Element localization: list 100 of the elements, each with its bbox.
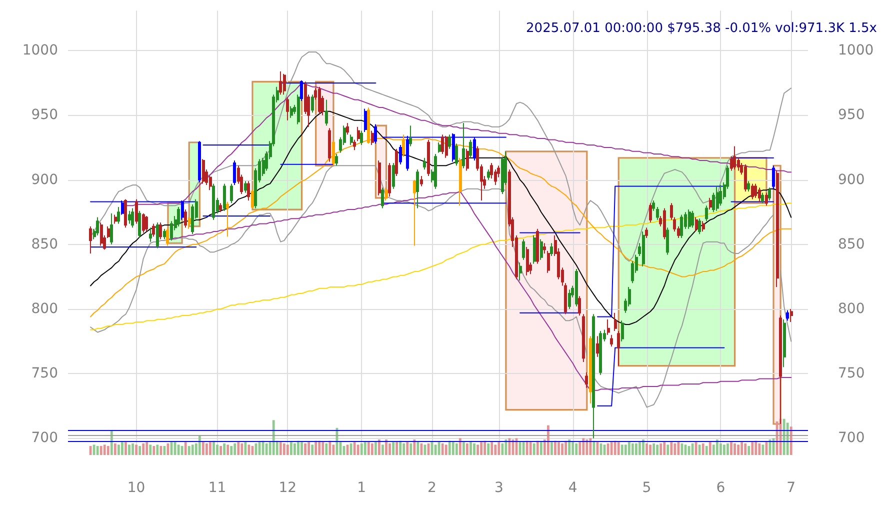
candlestick (159, 222, 162, 240)
line-series (167, 190, 792, 391)
candlestick (163, 228, 166, 240)
x-tick-label: 2 (428, 480, 436, 496)
candlestick (452, 132, 455, 162)
candlestick (223, 183, 226, 212)
candlestick (695, 216, 698, 232)
candlestick (578, 296, 581, 316)
candlestick (188, 216, 191, 230)
candlestick (786, 310, 789, 322)
candlestick (374, 124, 377, 144)
candlestick (279, 70, 282, 96)
candlestick (202, 158, 205, 184)
candlestick (181, 200, 184, 220)
candlestick (688, 209, 691, 230)
candlestick (716, 186, 719, 212)
candlestick (783, 318, 786, 368)
candlestick (744, 164, 747, 192)
y-tick-label: 850 (31, 236, 58, 252)
candlestick (642, 231, 645, 267)
candlestick (776, 170, 779, 288)
candlestick (420, 175, 423, 187)
candlestick (733, 146, 736, 170)
y2-tick-label: 900 (838, 172, 865, 188)
candlestick (462, 122, 465, 169)
candlestick (547, 250, 550, 274)
candlestick (596, 336, 599, 358)
candlestick (599, 330, 602, 376)
candlestick (388, 162, 391, 198)
candlestick (357, 126, 360, 142)
candlestick (233, 160, 236, 186)
candlestick (702, 220, 705, 232)
candlestick (395, 148, 398, 176)
candlestick (459, 157, 462, 206)
candlestick (135, 198, 138, 224)
candlestick (526, 246, 529, 276)
candlestick (124, 198, 127, 228)
x-tick-label: 12 (278, 480, 297, 496)
y-tick-label: 1000 (22, 42, 58, 59)
candlestick (790, 308, 793, 322)
candlestick (765, 192, 768, 206)
candlestick (645, 227, 648, 238)
line-series (125, 82, 792, 206)
candlestick (614, 312, 617, 332)
candlestick (656, 206, 659, 220)
candlestick (438, 142, 441, 154)
candlestick (131, 208, 134, 228)
line-series (90, 110, 792, 326)
x-tick-label: 10 (127, 480, 146, 496)
candlestick (286, 96, 289, 121)
candlestick (649, 202, 652, 223)
candlestick (409, 125, 412, 147)
candlestick (582, 314, 585, 362)
candlestick (519, 262, 522, 282)
candlestick (536, 228, 539, 264)
y2-tick-label: 800 (838, 301, 865, 318)
candlestick (353, 139, 356, 151)
candlestick (166, 227, 169, 246)
candlestick (709, 197, 712, 210)
candlestick (445, 135, 448, 158)
y2-tick-label: 700 (838, 430, 865, 446)
candlestick (469, 139, 472, 158)
candlestick (680, 214, 683, 238)
candlestick (110, 212, 113, 245)
candlestick (427, 139, 430, 176)
candlestick (768, 187, 771, 202)
candlestick (328, 128, 331, 162)
candlestick (335, 153, 338, 166)
candlestick (212, 183, 215, 220)
y2-tick-label: 950 (838, 107, 865, 124)
x-tick-label: 3 (494, 480, 504, 496)
candlestick (406, 135, 409, 172)
candlestick (149, 227, 152, 242)
candlestick (226, 201, 229, 238)
candlestick (434, 153, 437, 190)
candlestick (585, 372, 588, 388)
y-tick-label: 900 (31, 172, 58, 188)
candlestick (592, 314, 595, 439)
candlestick (466, 148, 469, 172)
line-series (90, 202, 792, 330)
candlestick (761, 192, 764, 204)
candlestick (610, 334, 613, 347)
y2-tick-label: 1000 (838, 42, 874, 59)
candlestick (114, 214, 117, 224)
y-tick-label: 950 (31, 107, 58, 124)
candlestick (128, 210, 131, 224)
candlestick (617, 330, 620, 366)
x-tick-label: 6 (716, 480, 726, 496)
candlestick (290, 106, 293, 118)
candlestick (121, 200, 124, 216)
candlestick (325, 99, 328, 126)
candlestick (758, 187, 761, 202)
candlestick (145, 216, 148, 232)
candlestick (360, 130, 363, 146)
candlestick (473, 136, 476, 161)
candlestick (378, 160, 381, 196)
candlestick (332, 140, 335, 166)
candlestick (364, 108, 367, 133)
candlestick (568, 289, 571, 310)
candlestick (487, 169, 490, 180)
